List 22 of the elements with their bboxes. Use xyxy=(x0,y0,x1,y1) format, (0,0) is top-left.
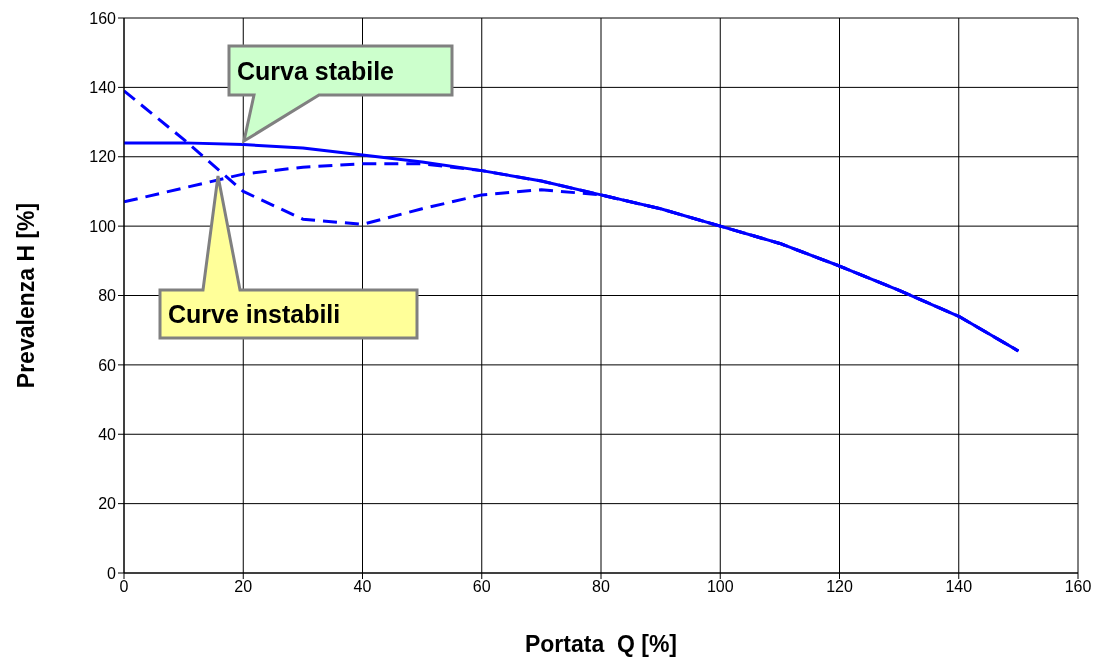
x-tick-label: 20 xyxy=(234,578,253,596)
y-tick-label: 40 xyxy=(98,425,117,443)
y-tick-label: 120 xyxy=(89,148,117,166)
y-tick-label: 0 xyxy=(107,564,117,582)
x-tick-label: 120 xyxy=(826,578,853,596)
y-tick-label: 140 xyxy=(89,79,117,97)
x-tick-label: 60 xyxy=(472,578,491,596)
x-tick-label: 160 xyxy=(1064,578,1092,596)
x-tick-label: 0 xyxy=(119,578,129,596)
x-axis-title: Portata Q [%] xyxy=(524,631,678,657)
x-tick-label: 80 xyxy=(592,578,610,596)
y-tick-label: 100 xyxy=(89,217,117,235)
y-tick-label: 80 xyxy=(98,287,117,305)
y-tick-label: 20 xyxy=(98,495,117,513)
x-tick-label: 100 xyxy=(706,578,734,596)
y-tick-label: 60 xyxy=(98,356,117,374)
y-tick-label: 160 xyxy=(89,9,117,27)
x-tick-label: 140 xyxy=(945,578,973,596)
annotation: Curve instabili xyxy=(168,300,341,328)
y-axis-title: Prevalenza H [%] xyxy=(13,202,40,389)
x-tick-label: 40 xyxy=(353,578,372,596)
annotation: Curva stabile xyxy=(237,56,395,85)
